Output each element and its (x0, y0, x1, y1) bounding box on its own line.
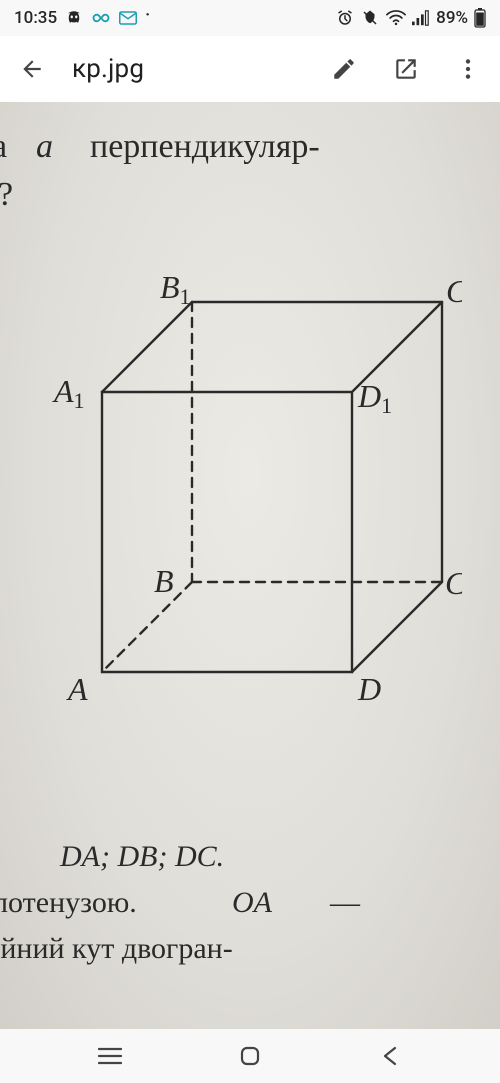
mail-icon (119, 11, 137, 25)
status-bar: 10:35 · 89% (0, 0, 500, 36)
infinity-icon (91, 11, 111, 25)
battery-text: 89% (436, 8, 468, 28)
text-fragment: ? (0, 176, 13, 214)
recents-button[interactable] (75, 1036, 145, 1076)
textbook-page: а а перпендикуляр- ? (0, 102, 500, 1029)
text-fragment: DA; DB; DC. (60, 840, 224, 874)
text-fragment: а (0, 128, 7, 166)
text-fragment: потенузою. (0, 886, 137, 920)
file-title: кр.jpg (72, 54, 304, 84)
home-button[interactable] (215, 1036, 285, 1076)
svg-text:D: D (357, 671, 381, 707)
app-bar: кр.jpg (0, 36, 500, 102)
wifi-icon (386, 10, 406, 26)
cube-diagram: B1 C1 A1 D1 B C A D (42, 262, 462, 742)
text-fragment: перпендикуляр- (90, 128, 320, 166)
svg-text:B1: B1 (160, 269, 191, 309)
text-fragment: — (330, 886, 360, 920)
svg-text:B: B (154, 563, 174, 599)
back-button[interactable] (10, 47, 54, 91)
svg-text:A: A (66, 671, 88, 707)
android-nav-bar (0, 1029, 500, 1083)
svg-text:C1: C1 (446, 273, 462, 313)
vibrate-icon (360, 9, 380, 27)
edit-button[interactable] (322, 47, 366, 91)
android-back-button[interactable] (355, 1036, 425, 1076)
text-fragment: OA (232, 886, 272, 920)
svg-text:A1: A1 (52, 373, 85, 413)
open-external-button[interactable] (384, 47, 428, 91)
signal-icon (412, 10, 430, 26)
more-button[interactable] (446, 47, 490, 91)
text-fragment: ійний кут двогран- (0, 932, 233, 966)
svg-text:C: C (445, 565, 462, 601)
discord-icon (65, 9, 83, 27)
battery-icon (474, 8, 486, 28)
svg-text:D1: D1 (357, 378, 392, 418)
image-viewport[interactable]: а а перпендикуляр- ? (0, 102, 500, 1029)
text-fragment: а (36, 128, 53, 166)
alarm-icon (336, 9, 354, 27)
status-time: 10:35 (14, 8, 57, 28)
